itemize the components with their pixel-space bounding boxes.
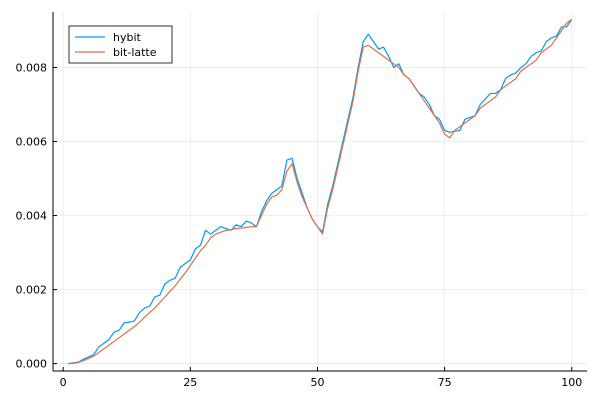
x-tick-label: 50	[310, 376, 324, 389]
y-tick-label: 0.000	[16, 358, 48, 371]
series-group	[68, 18, 573, 365]
legend: hybit bit-latte	[68, 25, 173, 64]
legend-box	[68, 25, 173, 64]
grid	[53, 12, 587, 371]
y-tick-label: 0.006	[16, 136, 48, 149]
y-tick-label: 0.004	[16, 210, 48, 223]
legend-label-bit-latte: bit-latte	[113, 46, 157, 59]
x-tick-label: 0	[60, 376, 67, 389]
legend-label-hybit: hybit	[113, 31, 142, 44]
x-tick-label: 25	[183, 376, 197, 389]
y-tick-label: 0.002	[16, 284, 48, 297]
x-tick-label: 100	[561, 376, 582, 389]
series-line-bit-latte	[68, 18, 573, 365]
axes	[52, 12, 587, 372]
ticks: 0 25 50 75 100 0.000 0.002 0.004 0.006 0.008	[16, 62, 583, 389]
y-tick-label: 0.008	[16, 62, 48, 75]
x-tick-label: 75	[438, 376, 452, 389]
